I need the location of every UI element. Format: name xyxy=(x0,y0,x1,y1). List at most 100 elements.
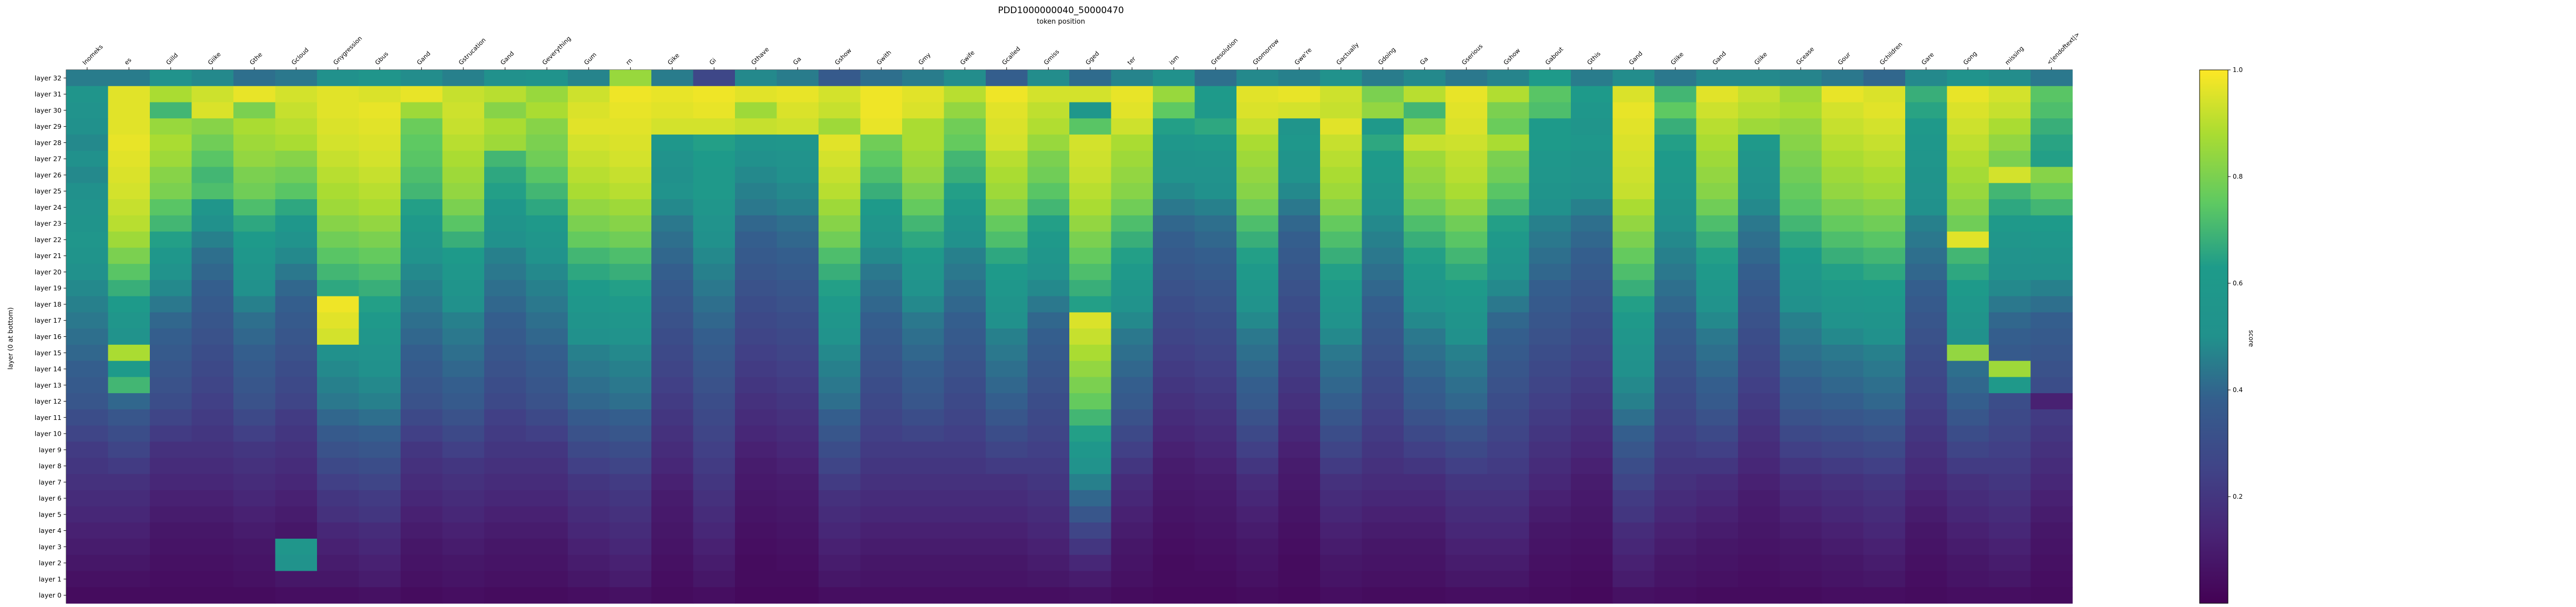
heatmap-cell xyxy=(1236,135,1279,151)
heatmap-cell xyxy=(1529,393,1571,410)
heatmap-cell xyxy=(2030,361,2073,377)
heatmap-cell xyxy=(233,215,276,232)
heatmap-cell xyxy=(568,409,610,426)
heatmap-cell xyxy=(442,312,485,329)
heatmap-cell xyxy=(1863,296,1906,313)
y-tick-label: layer 6 xyxy=(39,495,62,502)
heatmap-cell xyxy=(944,264,986,281)
heatmap-cell xyxy=(819,522,861,539)
heatmap-cell xyxy=(108,328,150,345)
heatmap-cell xyxy=(150,102,192,119)
heatmap-cell xyxy=(1362,522,1404,539)
heatmap-cell xyxy=(359,296,401,313)
heatmap-cell xyxy=(1236,587,1279,604)
heatmap-cell xyxy=(401,441,443,458)
heatmap-cell xyxy=(1989,377,2031,394)
heatmap-cell xyxy=(1947,167,1989,183)
heatmap-cell xyxy=(1362,70,1404,87)
heatmap-cell xyxy=(1612,458,1655,475)
heatmap-cell xyxy=(1905,86,1948,103)
colorbar-tick-label: 0.8 xyxy=(2233,173,2243,180)
heatmap-cell xyxy=(776,361,819,377)
heatmap-cell xyxy=(442,183,485,200)
heatmap-cell xyxy=(944,587,986,604)
heatmap-cell xyxy=(1278,167,1321,183)
heatmap-cell xyxy=(2030,312,2073,329)
heatmap-cell xyxy=(484,361,527,377)
heatmap-cell xyxy=(1947,538,1989,555)
heatmap-cell xyxy=(1278,135,1321,151)
heatmap-cell xyxy=(1153,490,1195,507)
heatmap-cell xyxy=(651,506,694,523)
heatmap-cell xyxy=(191,70,234,87)
heatmap-cell xyxy=(902,70,945,87)
heatmap-cell xyxy=(1069,312,1112,329)
heatmap-cell xyxy=(401,522,443,539)
heatmap-cell xyxy=(1487,522,1530,539)
x-tick-label: Gbus xyxy=(374,50,390,66)
heatmap-cell xyxy=(359,102,401,119)
heatmap-cell xyxy=(735,393,778,410)
heatmap-cell xyxy=(1822,248,1864,264)
heatmap-cell xyxy=(108,506,150,523)
heatmap-cell xyxy=(1822,409,1864,426)
heatmap-cell xyxy=(1863,86,1906,103)
heatmap-cell xyxy=(860,102,903,119)
heatmap-cell xyxy=(1487,296,1530,313)
heatmap-cell xyxy=(526,571,568,588)
heatmap-cell xyxy=(1278,425,1321,443)
heatmap-cell xyxy=(1696,135,1739,151)
heatmap-cell xyxy=(2030,393,2073,410)
heatmap-cell xyxy=(401,490,443,507)
heatmap-cell xyxy=(776,150,819,168)
heatmap-cell xyxy=(1278,86,1321,103)
heatmap-cell xyxy=(1822,231,1864,248)
heatmap-cell xyxy=(902,296,945,313)
heatmap-cell xyxy=(233,183,276,200)
heatmap-cell xyxy=(401,183,443,200)
heatmap-cell xyxy=(526,199,568,216)
heatmap-cell xyxy=(108,522,150,539)
heatmap-cell xyxy=(1696,215,1739,232)
heatmap-cell xyxy=(1069,377,1112,394)
heatmap-cell xyxy=(1989,441,2031,458)
x-tick-label: Gged xyxy=(1084,50,1101,67)
heatmap-cell xyxy=(986,231,1028,248)
y-tick-label: layer 32 xyxy=(35,74,62,82)
heatmap-cell xyxy=(317,587,360,604)
heatmap-cell xyxy=(1822,86,1864,103)
heatmap-cell xyxy=(1947,587,1989,604)
heatmap-cell xyxy=(1822,490,1864,507)
heatmap-cell xyxy=(191,312,234,329)
heatmap-cell xyxy=(944,102,986,119)
heatmap-cell xyxy=(1194,312,1237,329)
heatmap-cell xyxy=(902,506,945,523)
heatmap-cell xyxy=(1404,183,1446,200)
heatmap-cell xyxy=(1278,264,1321,281)
heatmap-cell xyxy=(2030,522,2073,539)
heatmap-cell xyxy=(1153,344,1195,362)
heatmap-cell xyxy=(1696,587,1739,604)
heatmap-cell xyxy=(986,490,1028,507)
heatmap-cell xyxy=(1320,280,1363,297)
heatmap-cell xyxy=(359,280,401,297)
heatmap-cell xyxy=(1153,167,1195,183)
x-tick-label: Gnygression xyxy=(332,35,363,66)
heatmap-cell xyxy=(317,150,360,168)
heatmap-cell xyxy=(1027,393,1070,410)
heatmap-cell xyxy=(776,118,819,135)
heatmap-cell xyxy=(1947,506,1989,523)
heatmap-cell xyxy=(1069,490,1112,507)
heatmap-cell xyxy=(1153,377,1195,394)
heatmap-cell xyxy=(1278,409,1321,426)
heatmap-cell xyxy=(1738,183,1781,200)
heatmap-cell xyxy=(1487,441,1530,458)
heatmap-cell xyxy=(860,167,903,183)
heatmap-cell xyxy=(1194,522,1237,539)
heatmap-cell xyxy=(1069,506,1112,523)
heatmap-cell xyxy=(651,215,694,232)
heatmap-cell xyxy=(1111,361,1153,377)
heatmap-cell xyxy=(484,280,527,297)
heatmap-cell xyxy=(651,150,694,168)
heatmap-cell xyxy=(1278,344,1321,362)
